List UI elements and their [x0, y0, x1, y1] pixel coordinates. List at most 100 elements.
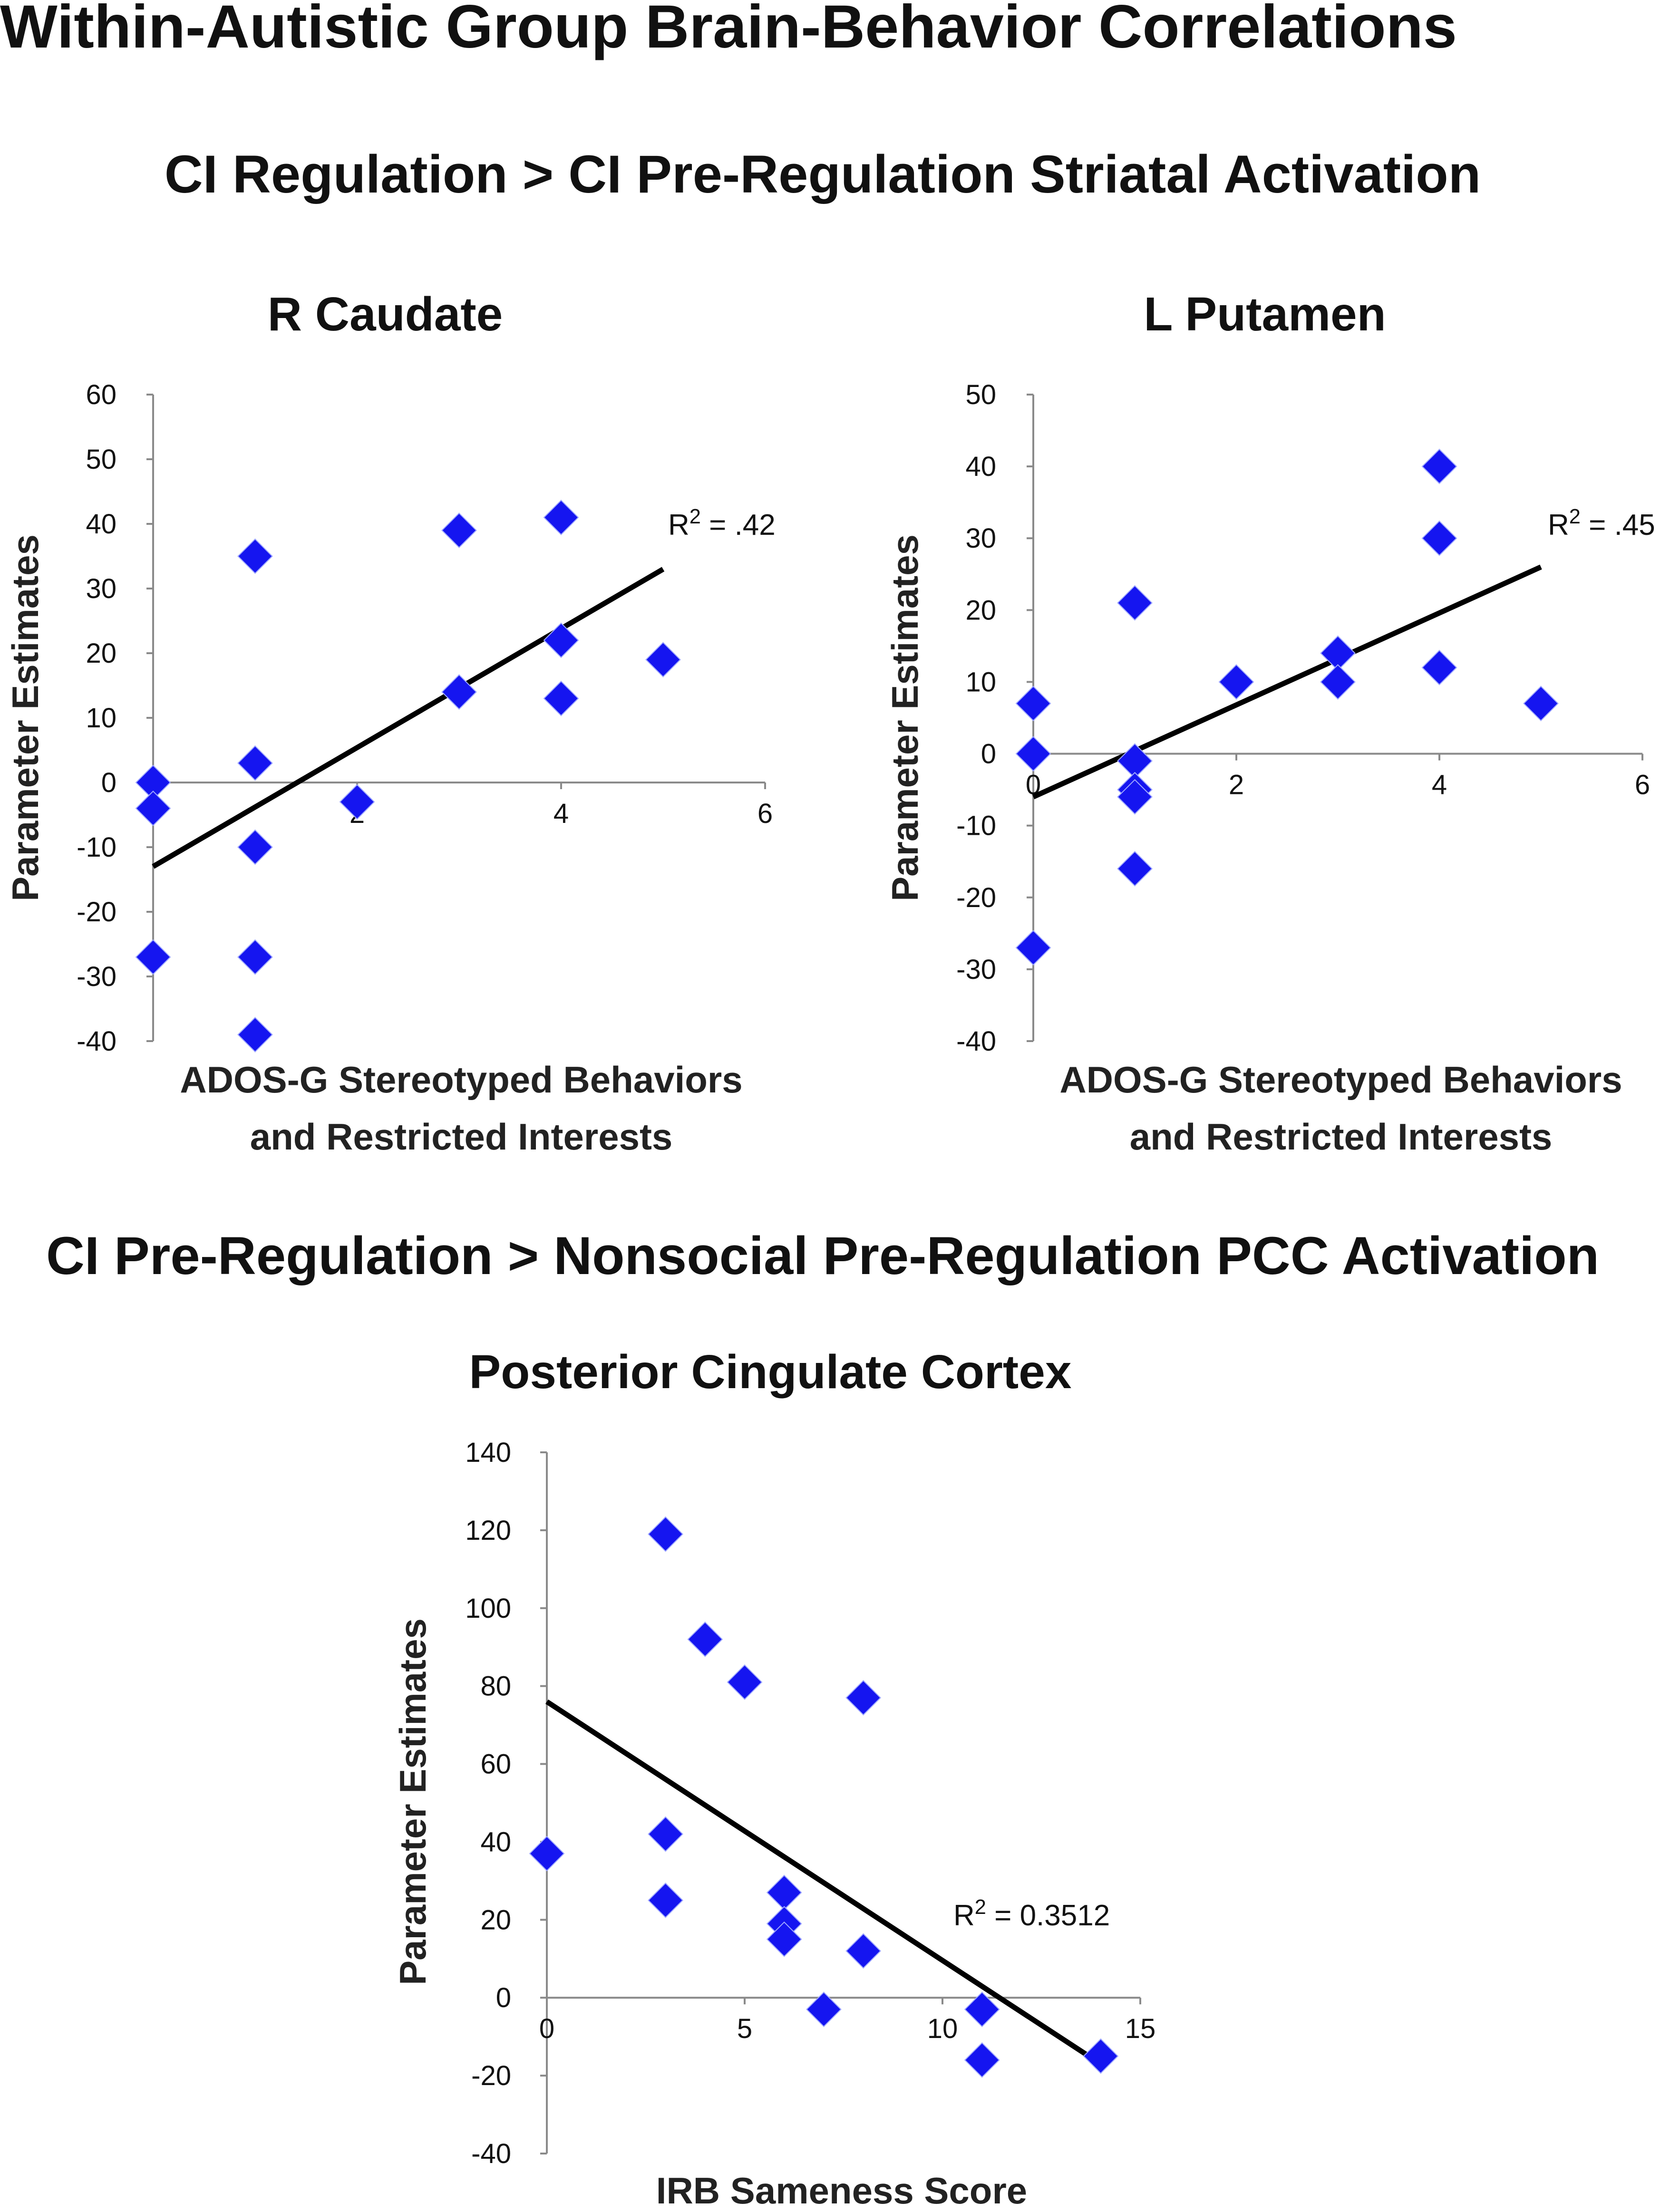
- data-point: [543, 622, 579, 658]
- y-tick-label: -20: [77, 897, 117, 927]
- data-point: [1083, 2038, 1119, 2074]
- x-tick-label: 0: [539, 2013, 554, 2044]
- data-point: [237, 829, 273, 865]
- data-point: [964, 2042, 1000, 2078]
- data-point: [1218, 664, 1254, 700]
- y-tick-label: 0: [496, 1982, 511, 2013]
- y-tick-label: -10: [77, 832, 117, 863]
- x-axis-label: and Restricted Interests: [1130, 1116, 1553, 1158]
- y-tick-label: 50: [965, 379, 996, 410]
- x-tick-label: 10: [927, 2013, 958, 2044]
- chart-title: L Putamen: [1144, 288, 1386, 341]
- r-squared-label: R2 = 0.3512: [953, 1896, 1110, 1932]
- data-point: [1320, 664, 1356, 700]
- r-squared-label: R2 = .42: [668, 505, 776, 541]
- y-tick-label: 30: [965, 523, 996, 554]
- data-point: [237, 538, 273, 574]
- data-point: [1421, 520, 1457, 556]
- data-point: [1117, 850, 1153, 887]
- data-point: [727, 1664, 763, 1700]
- y-tick-label: -40: [956, 1026, 996, 1057]
- data-point: [1117, 779, 1153, 815]
- data-point: [1015, 686, 1051, 722]
- chart-title: R Caudate: [268, 288, 503, 341]
- data-point: [845, 1933, 882, 1969]
- data-point: [135, 939, 171, 975]
- x-tick-label: 6: [1635, 770, 1650, 801]
- data-point: [135, 790, 171, 826]
- data-point: [1421, 448, 1457, 484]
- data-point: [766, 1874, 802, 1911]
- y-tick-label: 30: [86, 573, 117, 604]
- y-tick-label: -40: [77, 1026, 117, 1057]
- section-title-striatal: CI Regulation > CI Pre-Regulation Striat…: [165, 145, 1481, 204]
- data-point: [687, 1621, 723, 1657]
- y-tick-label: 120: [465, 1515, 511, 1546]
- x-tick-label: 15: [1125, 2013, 1156, 2044]
- x-tick-label: 2: [1229, 770, 1244, 801]
- data-point: [529, 1835, 565, 1872]
- x-tick-label: 4: [1432, 770, 1447, 801]
- y-tick-label: -40: [471, 2138, 511, 2169]
- y-axis-label: Parameter Estimates: [4, 534, 46, 901]
- y-axis-label: Parameter Estimates: [884, 534, 926, 901]
- data-point: [1015, 930, 1051, 966]
- data-point: [648, 1816, 684, 1852]
- data-point: [1117, 585, 1153, 621]
- data-point: [543, 499, 579, 535]
- data-point: [543, 680, 579, 716]
- data-point: [964, 1991, 1000, 2028]
- data-point: [648, 1516, 684, 1552]
- data-point: [1421, 649, 1457, 686]
- y-tick-label: 0: [101, 767, 117, 798]
- data-point: [237, 1016, 273, 1053]
- chart-pcc: Posterior Cingulate Cortex14012010080604…: [392, 1345, 1155, 2212]
- data-point: [766, 1921, 802, 1957]
- data-point: [339, 784, 375, 820]
- data-point: [645, 642, 681, 678]
- y-tick-label: 0: [981, 739, 996, 770]
- y-tick-label: 10: [86, 703, 117, 734]
- x-axis-label: and Restricted Interests: [250, 1116, 673, 1158]
- y-tick-label: 40: [965, 451, 996, 482]
- data-point: [237, 939, 273, 975]
- y-tick-label: 40: [480, 1826, 511, 1857]
- data-point: [1523, 686, 1559, 722]
- figure-title: Within-Autistic Group Brain-Behavior Cor…: [0, 0, 1457, 61]
- y-tick-label: 60: [480, 1749, 511, 1780]
- trendline: [152, 567, 665, 869]
- y-tick-label: 20: [86, 638, 117, 669]
- data-point: [1015, 736, 1051, 772]
- y-tick-label: 60: [86, 379, 117, 410]
- y-tick-label: 20: [480, 1904, 511, 1935]
- x-tick-label: 4: [553, 798, 569, 829]
- y-axis-label: Parameter Estimates: [392, 1618, 434, 1985]
- y-tick-label: -20: [956, 882, 996, 913]
- y-tick-label: -20: [471, 2060, 511, 2091]
- y-tick-label: 10: [965, 666, 996, 697]
- data-point: [845, 1680, 882, 1716]
- data-point: [237, 745, 273, 781]
- data-point: [648, 1882, 684, 1918]
- trendline: [1032, 564, 1542, 800]
- data-point: [806, 1991, 842, 2028]
- y-tick-label: 100: [465, 1593, 511, 1624]
- data-point: [441, 674, 477, 710]
- r-squared-label: R2 = .45: [1548, 505, 1655, 541]
- trendline: [545, 1699, 1102, 2067]
- x-axis-label: ADOS-G Stereotyped Behaviors: [1059, 1059, 1622, 1101]
- data-point: [441, 512, 477, 549]
- x-axis-label: ADOS-G Stereotyped Behaviors: [180, 1059, 742, 1101]
- chart-title: Posterior Cingulate Cortex: [469, 1345, 1072, 1399]
- y-tick-label: 20: [965, 595, 996, 626]
- x-axis-label: IRB Sameness Score: [656, 2170, 1027, 2212]
- y-tick-label: 140: [465, 1437, 511, 1468]
- y-tick-label: 50: [86, 444, 117, 475]
- y-tick-label: 80: [480, 1671, 511, 1702]
- y-tick-label: -30: [956, 954, 996, 985]
- chart-r-caudate: R Caudate6050403020100-10-20-30-400246Pa…: [4, 288, 776, 1158]
- x-tick-label: 5: [737, 2013, 752, 2044]
- x-tick-label: 6: [757, 798, 773, 829]
- y-tick-label: -10: [956, 811, 996, 841]
